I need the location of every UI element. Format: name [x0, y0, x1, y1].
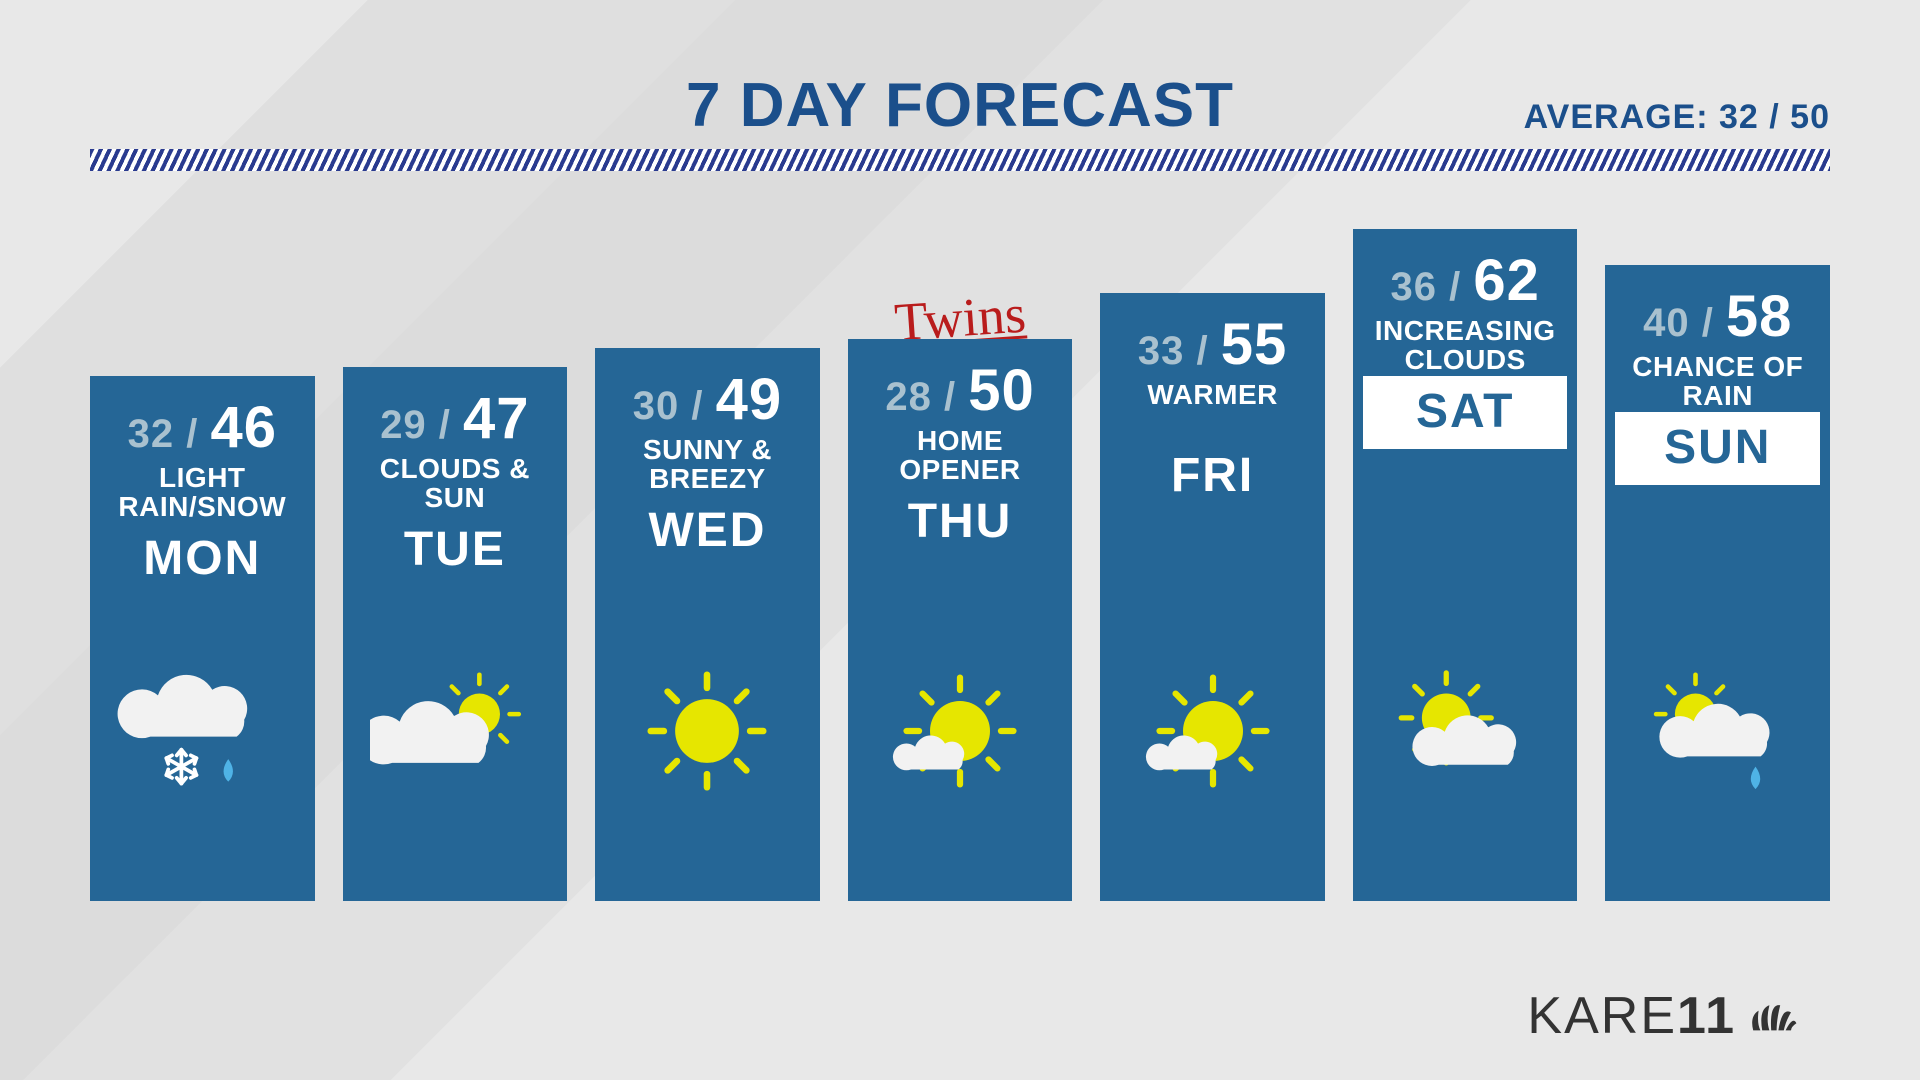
forecast-day-column: 30 / 49SUNNY & BREEZYWED — [595, 278, 820, 901]
low-temp: 36 — [1391, 265, 1438, 309]
temp-separator: / — [1690, 301, 1726, 345]
forecast-day-column: 40 / 58CHANCE OF RAINSUN — [1605, 195, 1830, 901]
high-temp: 50 — [968, 358, 1035, 423]
forecast-day-bar: 33 / 55WARMERFRI — [1100, 293, 1325, 901]
temp-separator: / — [932, 375, 968, 419]
day-condition: INCREASING CLOUDS — [1363, 316, 1568, 376]
forecast-day-bar: 32 / 46LIGHT RAIN/SNOWMON — [90, 376, 315, 901]
high-temp: 55 — [1221, 312, 1288, 377]
peacock-icon — [1746, 996, 1800, 1036]
forecast-day-bar: 30 / 49SUNNY & BREEZYWED — [595, 348, 820, 901]
day-temps: 32 / 46 — [128, 394, 277, 461]
forecast-day-column: Twins28 / 50HOME OPENERTHU — [848, 269, 1073, 901]
sun-cloud-icon — [1380, 656, 1550, 806]
forecast-day-bar: 40 / 58CHANCE OF RAINSUN — [1605, 265, 1830, 901]
forecast-day-column: 36 / 62INCREASING CLOUDSSAT — [1353, 159, 1578, 901]
header: 7 DAY FORECAST AVERAGE: 32 / 50 — [90, 70, 1830, 141]
temp-separator: / — [1184, 329, 1220, 373]
day-condition: WARMER — [1147, 380, 1278, 440]
sun-rain-icon — [1633, 656, 1803, 806]
day-temps: 36 / 62 — [1391, 247, 1540, 314]
temp-separator: / — [1437, 265, 1473, 309]
forecast-day-bar: 36 / 62INCREASING CLOUDSSAT — [1353, 229, 1578, 901]
day-temps: 29 / 47 — [380, 385, 529, 452]
day-abbr-label: TUE — [353, 514, 558, 587]
station-name: KARE — [1527, 987, 1677, 1045]
day-abbr-label: THU — [858, 486, 1063, 559]
high-temp: 58 — [1726, 284, 1793, 349]
day-badge: Twins — [892, 271, 1028, 350]
temp-separator: / — [679, 384, 715, 428]
average-label: AVERAGE: 32 / 50 — [1524, 98, 1830, 137]
low-temp: 30 — [633, 384, 680, 428]
station-brand: KARE11 — [1527, 986, 1736, 1046]
low-temp: 32 — [128, 412, 175, 456]
high-temp: 62 — [1473, 248, 1540, 313]
day-abbr-label: WED — [605, 495, 810, 568]
partly-icon — [370, 656, 540, 806]
day-abbr-label: SUN — [1615, 412, 1820, 485]
high-temp: 47 — [463, 386, 530, 451]
day-temps: 40 / 58 — [1643, 283, 1792, 350]
low-temp: 33 — [1138, 329, 1185, 373]
forecast-day-bar: 29 / 47CLOUDS & SUNTUE — [343, 367, 568, 901]
day-condition: HOME OPENER — [858, 426, 1063, 486]
station-logo: KARE11 — [1527, 986, 1800, 1046]
rain-snow-icon — [117, 656, 287, 806]
forecast-panel: 7 DAY FORECAST AVERAGE: 32 / 50 32 / 46L… — [0, 0, 1920, 1080]
low-temp: 40 — [1643, 301, 1690, 345]
forecast-day-column: 33 / 55WARMERFRI — [1100, 223, 1325, 901]
temp-separator: / — [174, 412, 210, 456]
low-temp: 29 — [380, 403, 427, 447]
day-condition: CLOUDS & SUN — [353, 454, 558, 514]
day-abbr-label: MON — [100, 523, 305, 596]
low-temp: 28 — [885, 375, 932, 419]
day-condition: LIGHT RAIN/SNOW — [100, 463, 305, 523]
day-abbr-label: SAT — [1363, 376, 1568, 449]
day-condition: SUNNY & BREEZY — [605, 435, 810, 495]
mostly-sunny-icon — [1128, 656, 1298, 806]
day-temps: 30 / 49 — [633, 366, 782, 433]
high-temp: 49 — [716, 367, 783, 432]
forecast-day-bar: 28 / 50HOME OPENERTHU — [848, 339, 1073, 901]
forecast-bar-chart: 32 / 46LIGHT RAIN/SNOWMON29 / 47CLOUDS &… — [90, 181, 1830, 901]
sunny-icon — [622, 656, 792, 806]
day-condition: CHANCE OF RAIN — [1615, 352, 1820, 412]
day-abbr-label: FRI — [1110, 440, 1315, 513]
forecast-day-column: 32 / 46LIGHT RAIN/SNOWMON — [90, 306, 315, 901]
temp-separator: / — [427, 403, 463, 447]
day-temps: 33 / 55 — [1138, 311, 1287, 378]
forecast-day-column: 29 / 47CLOUDS & SUNTUE — [343, 297, 568, 901]
mostly-sunny-icon — [875, 656, 1045, 806]
high-temp: 46 — [210, 395, 277, 460]
station-number: 11 — [1677, 987, 1736, 1045]
day-temps: 28 / 50 — [885, 357, 1034, 424]
